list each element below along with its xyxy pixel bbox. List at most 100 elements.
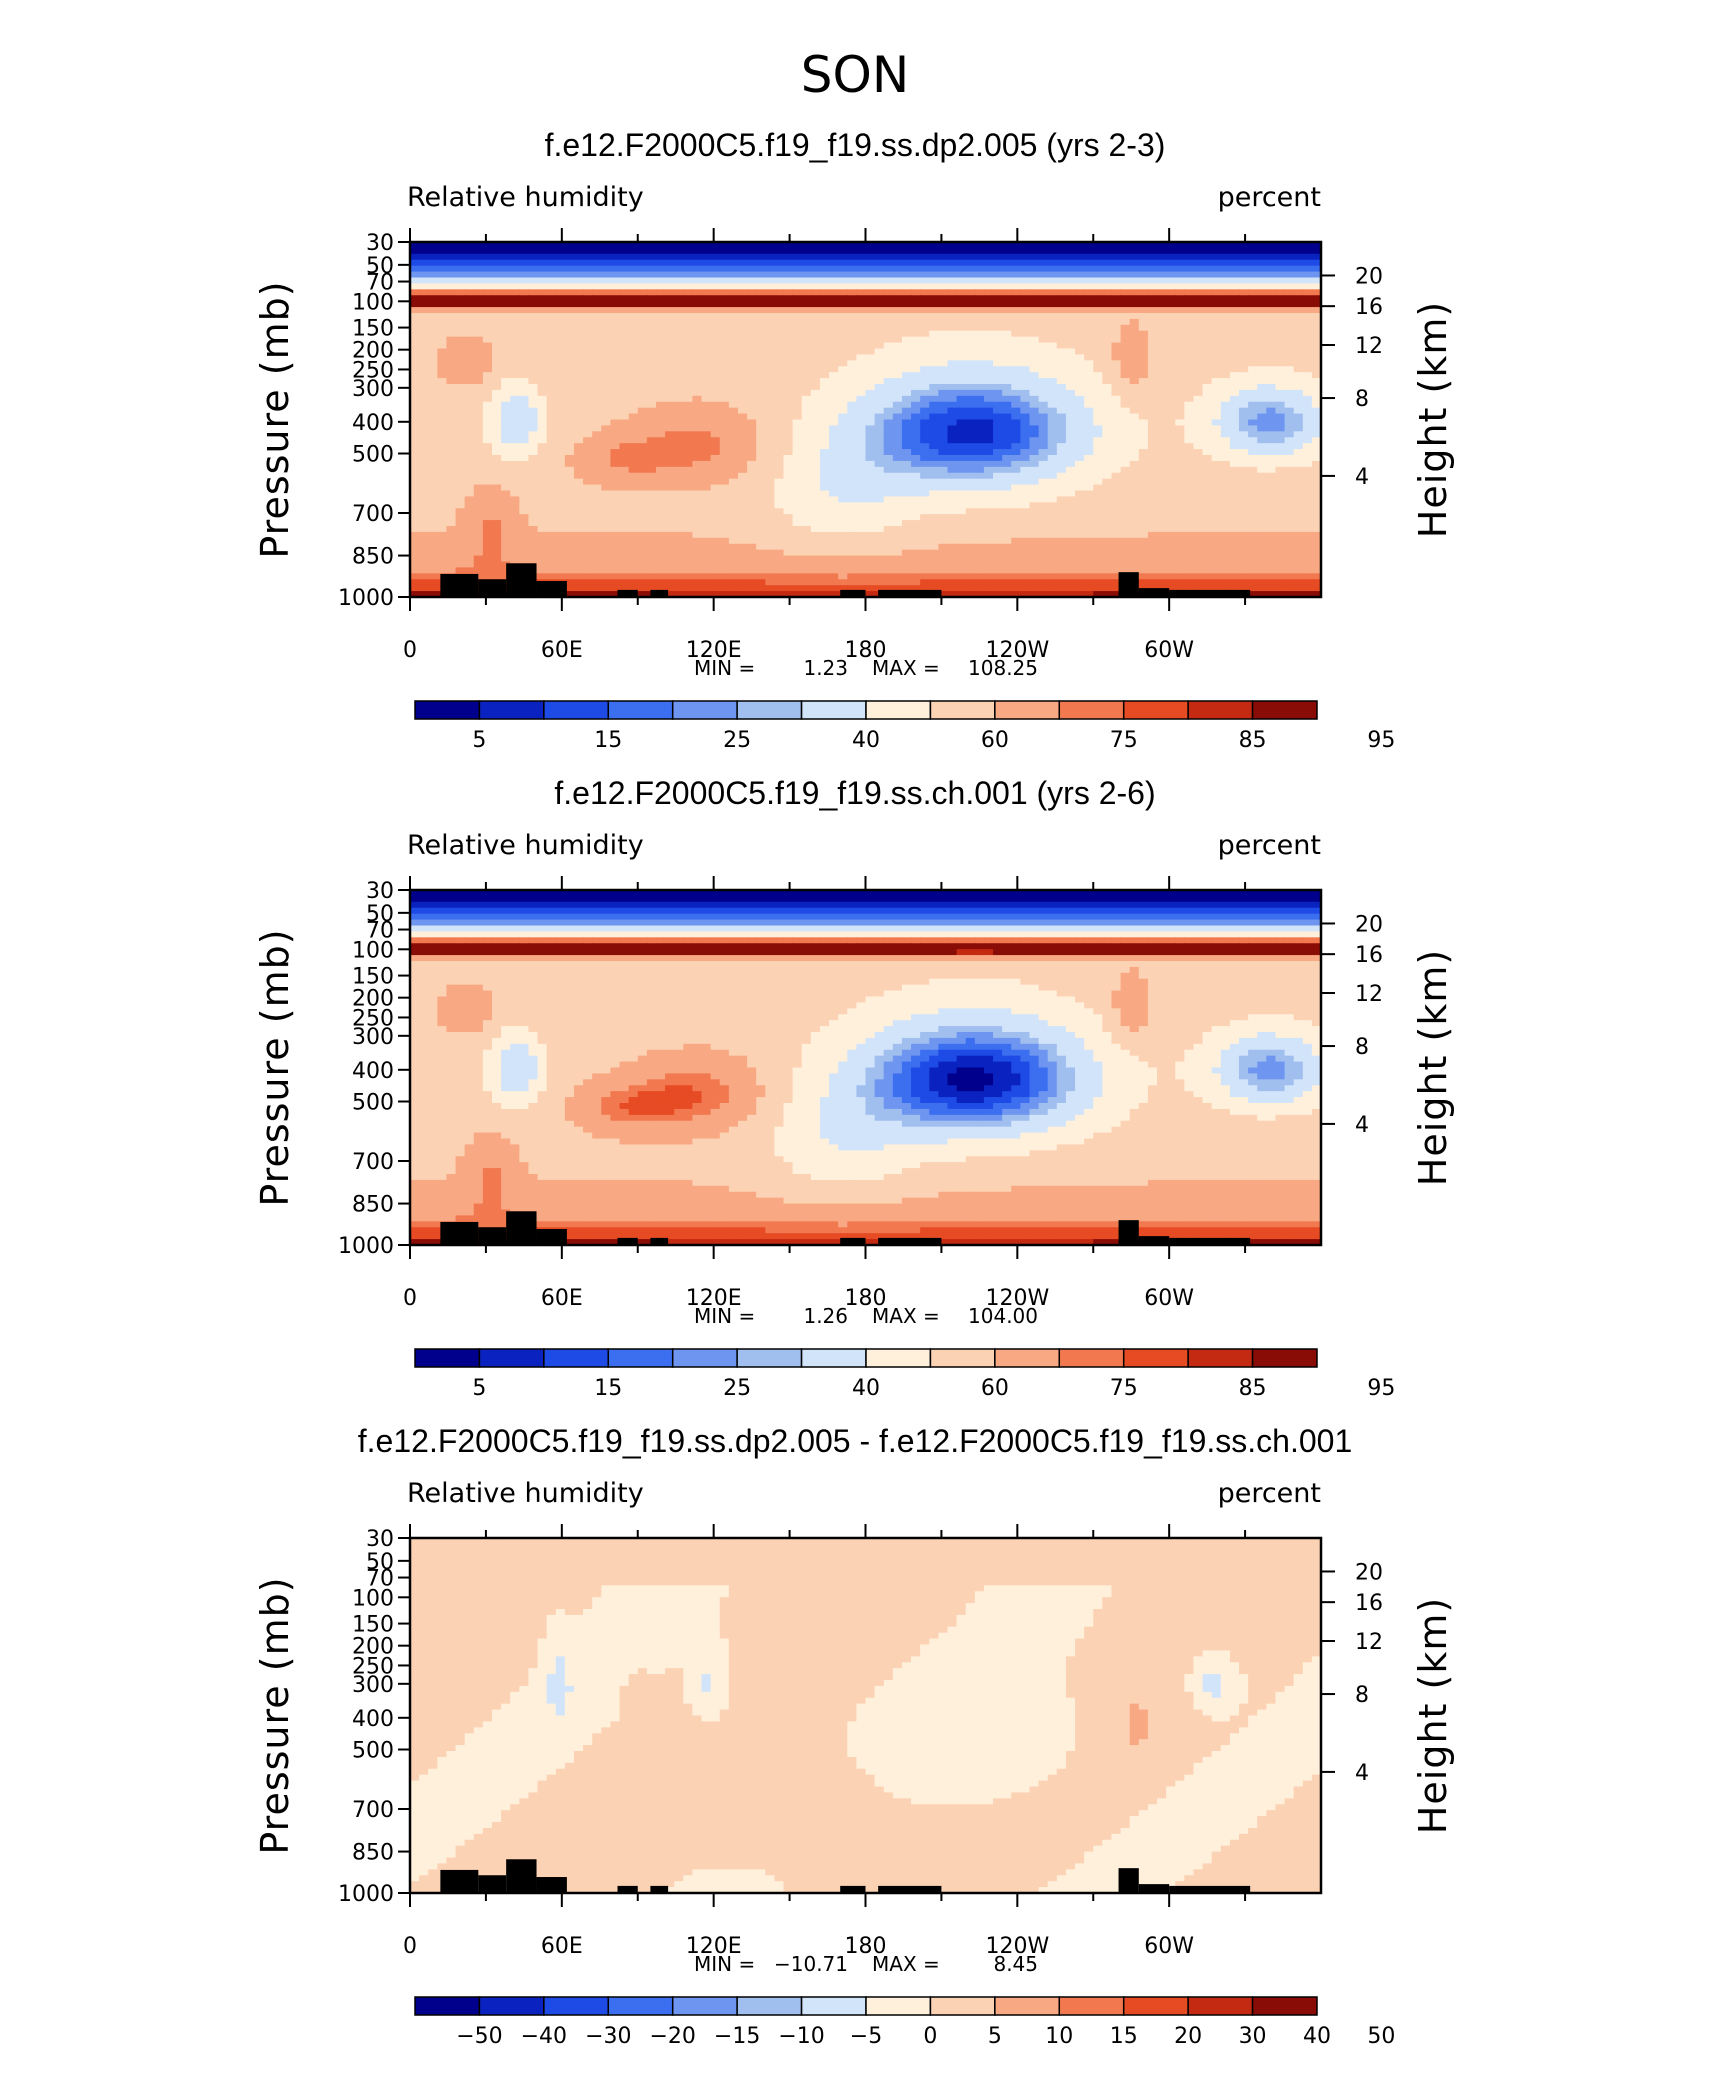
field-cell	[1284, 378, 1295, 385]
field-cell	[929, 526, 939, 533]
field-cell	[546, 413, 557, 421]
field-cell	[573, 526, 584, 533]
field-cell	[1157, 247, 1167, 255]
field-cell	[974, 526, 985, 533]
field-cell	[1166, 242, 1176, 249]
field-cell	[929, 520, 939, 527]
field-cell	[1002, 301, 1012, 308]
field-cell	[829, 466, 839, 474]
field-cell	[1084, 348, 1094, 356]
field-cell	[573, 389, 584, 397]
field-cell	[419, 289, 429, 296]
field-cell	[1311, 520, 1322, 527]
field-cell	[555, 330, 566, 338]
field-cell	[1257, 360, 1267, 367]
field-cell	[701, 324, 712, 332]
field-cell	[1239, 460, 1249, 468]
field-cell	[1056, 401, 1067, 409]
field-cell	[519, 443, 530, 450]
field-cell	[810, 502, 821, 509]
field-cell	[892, 259, 903, 267]
field-cell	[619, 478, 630, 486]
field-cell	[1211, 277, 1222, 285]
field-cell	[1120, 259, 1131, 267]
field-cell	[482, 313, 493, 320]
field-cell	[646, 401, 657, 409]
field-cell	[783, 431, 794, 438]
field-cell	[710, 508, 721, 515]
field-cell	[1220, 247, 1231, 255]
field-cell	[1175, 289, 1185, 296]
field-cell	[765, 478, 775, 486]
field-cell	[573, 508, 584, 515]
field-cell	[1166, 407, 1176, 415]
field-cell	[810, 514, 821, 521]
field-cell	[1193, 431, 1204, 438]
field-cell	[637, 407, 648, 415]
field-cell	[737, 247, 748, 255]
field-cell	[501, 413, 511, 421]
field-cell	[583, 330, 593, 338]
field-cell	[583, 425, 593, 432]
field-cell	[728, 253, 739, 261]
field-cell	[482, 490, 493, 498]
field-cell	[728, 330, 739, 338]
field-cell	[829, 490, 839, 498]
field-cell	[747, 389, 757, 397]
field-cell	[410, 443, 420, 450]
field-cell	[1065, 265, 1076, 273]
field-cell	[564, 472, 575, 480]
field-cell	[856, 378, 867, 385]
field-cell	[1293, 431, 1304, 438]
field-cell	[829, 307, 839, 314]
field-cell	[1029, 425, 1040, 432]
field-cell	[1102, 401, 1113, 409]
field-cell	[801, 265, 812, 273]
field-cell	[655, 401, 666, 409]
field-cell	[774, 490, 785, 498]
field-cell	[1302, 289, 1313, 296]
field-cell	[983, 466, 994, 474]
field-cell	[665, 384, 675, 391]
field-cell	[683, 425, 694, 432]
field-cell	[1056, 307, 1067, 314]
field-cell	[592, 283, 602, 290]
field-cell	[719, 389, 730, 397]
field-cell	[901, 490, 912, 498]
field-cell	[464, 407, 475, 415]
field-cell	[537, 449, 548, 456]
field-cell	[555, 437, 566, 444]
field-cell	[1129, 366, 1140, 373]
field-cell	[1293, 455, 1304, 462]
field-cell	[1193, 271, 1204, 279]
field-cell	[482, 366, 493, 373]
field-cell	[974, 271, 985, 279]
field-cell	[583, 526, 593, 533]
field-cell	[1311, 372, 1322, 379]
field-cell	[1147, 395, 1158, 403]
field-cell	[956, 484, 967, 492]
field-cell	[1229, 460, 1240, 468]
field-cell	[491, 419, 502, 427]
field-cell	[1120, 514, 1131, 521]
field-cell	[446, 413, 457, 421]
field-cell	[1129, 472, 1140, 480]
field-cell	[938, 301, 949, 308]
field-cell	[519, 490, 530, 498]
field-cell	[965, 389, 976, 397]
field-cell	[537, 431, 548, 438]
field-cell	[719, 330, 730, 338]
field-cell	[674, 253, 684, 261]
field-cell	[947, 336, 958, 344]
field-cell	[1102, 330, 1113, 338]
field-cell	[1293, 366, 1304, 373]
field-cell	[655, 366, 666, 373]
field-cell	[1102, 455, 1113, 462]
field-cell	[510, 348, 520, 356]
field-cell	[929, 401, 939, 409]
field-cell	[911, 395, 921, 403]
field-cell	[583, 313, 593, 320]
field-cell	[1275, 283, 1286, 290]
field-cell	[665, 496, 675, 503]
field-cell	[464, 443, 475, 450]
